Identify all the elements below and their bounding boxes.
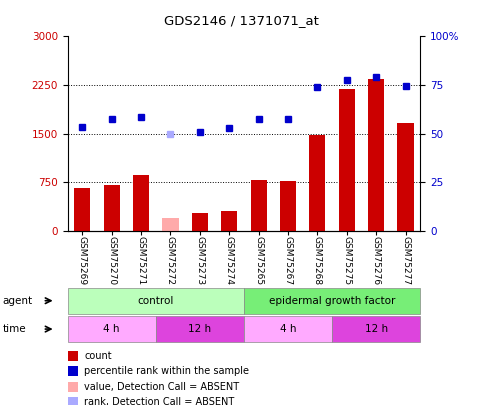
Text: count: count xyxy=(84,351,112,361)
Text: 12 h: 12 h xyxy=(365,324,388,334)
Bar xyxy=(133,175,149,231)
Text: time: time xyxy=(2,324,26,334)
Text: agent: agent xyxy=(2,296,32,306)
Bar xyxy=(104,185,120,231)
Text: 4 h: 4 h xyxy=(103,324,120,334)
Bar xyxy=(251,180,267,231)
Text: epidermal growth factor: epidermal growth factor xyxy=(269,296,395,306)
Bar xyxy=(74,188,90,231)
Bar xyxy=(192,213,208,231)
Bar xyxy=(398,123,413,231)
Text: rank, Detection Call = ABSENT: rank, Detection Call = ABSENT xyxy=(84,397,234,405)
Bar xyxy=(339,89,355,231)
Text: control: control xyxy=(138,296,174,306)
Bar xyxy=(280,181,296,231)
Text: GDS2146 / 1371071_at: GDS2146 / 1371071_at xyxy=(164,14,319,27)
Text: 12 h: 12 h xyxy=(188,324,212,334)
Bar xyxy=(221,211,237,231)
Bar xyxy=(368,79,384,231)
Bar xyxy=(309,135,326,231)
Text: percentile rank within the sample: percentile rank within the sample xyxy=(84,367,249,376)
Bar xyxy=(162,218,179,231)
Text: 4 h: 4 h xyxy=(280,324,296,334)
Text: value, Detection Call = ABSENT: value, Detection Call = ABSENT xyxy=(84,382,239,392)
